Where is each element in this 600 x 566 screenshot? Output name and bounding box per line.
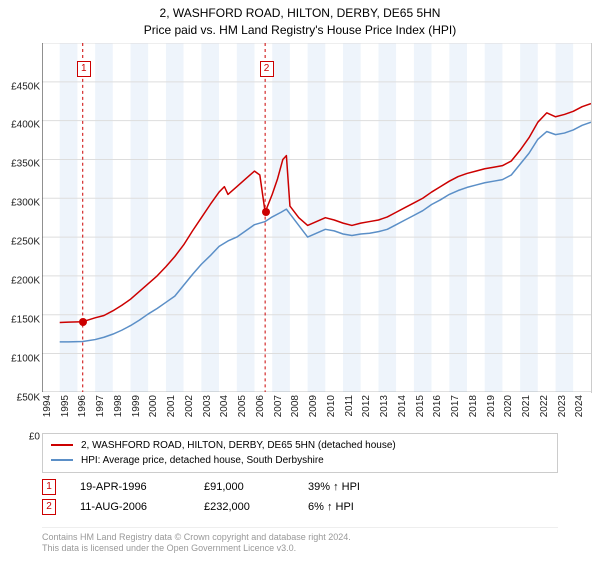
y-tick-label: £250K: [11, 237, 40, 248]
x-tick-label: 2006: [255, 395, 266, 417]
x-tick-label: 2017: [450, 395, 461, 417]
legend-label: HPI: Average price, detached house, Sout…: [81, 453, 324, 468]
x-tick-label: 2010: [326, 395, 337, 417]
x-tick-label: 2002: [184, 395, 195, 417]
y-axis-labels: £0£50K£100K£150K£200K£250K£300K£350K£400…: [2, 87, 40, 437]
x-tick-label: 1999: [131, 395, 142, 417]
legend-swatch: [51, 459, 73, 461]
legend-box: 2, WASHFORD ROAD, HILTON, DERBY, DE65 5H…: [42, 433, 558, 473]
y-tick-label: £200K: [11, 276, 40, 287]
sale-marker-box: 1: [77, 61, 91, 77]
y-tick-label: £150K: [11, 314, 40, 325]
x-tick-label: 2009: [308, 395, 319, 417]
sale-row: 2 11-AUG-2006 £232,000 6% ↑ HPI: [42, 497, 558, 517]
sale-date: 19-APR-1996: [80, 481, 180, 493]
x-tick-label: 2022: [539, 395, 550, 417]
y-tick-label: £350K: [11, 159, 40, 170]
footer-line2: This data is licensed under the Open Gov…: [42, 543, 558, 555]
x-tick-label: 1995: [60, 395, 71, 417]
legend-swatch: [51, 444, 73, 446]
sale-row: 1 19-APR-1996 £91,000 39% ↑ HPI: [42, 477, 558, 497]
x-tick-label: 2003: [202, 395, 213, 417]
y-tick-label: £100K: [11, 353, 40, 364]
y-tick-label: £300K: [11, 198, 40, 209]
x-tick-label: 2016: [432, 395, 443, 417]
x-tick-label: 2024: [574, 395, 585, 417]
x-tick-label: 2004: [219, 395, 230, 417]
footer-attribution: Contains HM Land Registry data © Crown c…: [42, 527, 558, 555]
chart-subtitle: Price paid vs. HM Land Registry's House …: [0, 23, 600, 37]
sales-table: 1 19-APR-1996 £91,000 39% ↑ HPI 2 11-AUG-2006…: [42, 477, 558, 523]
x-axis-labels: 1994 1995 1996 1997 1998 1999 2000 2001 2002 2003…: [42, 393, 592, 429]
chart-plot-area: 12: [42, 43, 592, 393]
x-tick-label: 1997: [95, 395, 106, 417]
y-tick-label: £0: [29, 431, 40, 442]
chart-svg: [42, 43, 591, 392]
footer-line1: Contains HM Land Registry data © Crown c…: [42, 532, 558, 544]
x-tick-label: 2020: [503, 395, 514, 417]
x-tick-label: 2008: [290, 395, 301, 417]
sale-date: 11-AUG-2006: [80, 501, 180, 513]
sale-price: £91,000: [204, 481, 284, 493]
x-tick-label: 2013: [379, 395, 390, 417]
x-tick-label: 2014: [397, 395, 408, 417]
sale-dot: [262, 208, 270, 216]
x-tick-label: 2000: [148, 395, 159, 417]
x-tick-label: 2019: [486, 395, 497, 417]
y-tick-label: £50K: [17, 392, 40, 403]
x-tick-label: 1996: [77, 395, 88, 417]
x-tick-label: 2011: [344, 395, 355, 417]
sale-marker-icon: 1: [42, 479, 56, 495]
x-tick-label: 2005: [237, 395, 248, 417]
x-tick-label: 2018: [468, 395, 479, 417]
legend-label: 2, WASHFORD ROAD, HILTON, DERBY, DE65 5H…: [81, 438, 396, 453]
sale-delta: 39% ↑ HPI: [308, 481, 388, 493]
x-tick-label: 2021: [521, 395, 532, 417]
sale-marker-icon: 2: [42, 499, 56, 515]
sale-price: £232,000: [204, 501, 284, 513]
legend-item: HPI: Average price, detached house, Sout…: [51, 453, 549, 468]
x-tick-label: 2001: [166, 395, 177, 417]
x-tick-label: 1998: [113, 395, 124, 417]
x-tick-label: 1994: [42, 395, 53, 417]
sale-marker-box: 2: [260, 61, 274, 77]
sale-dot: [79, 318, 87, 326]
legend-item: 2, WASHFORD ROAD, HILTON, DERBY, DE65 5H…: [51, 438, 549, 453]
chart-title: 2, WASHFORD ROAD, HILTON, DERBY, DE65 5H…: [0, 6, 600, 22]
x-tick-label: 2015: [415, 395, 426, 417]
x-tick-label: 2007: [273, 395, 284, 417]
y-tick-label: £400K: [11, 120, 40, 131]
x-tick-label: 2023: [557, 395, 568, 417]
y-tick-label: £450K: [11, 81, 40, 92]
x-tick-label: 2012: [361, 395, 372, 417]
sale-delta: 6% ↑ HPI: [308, 501, 388, 513]
